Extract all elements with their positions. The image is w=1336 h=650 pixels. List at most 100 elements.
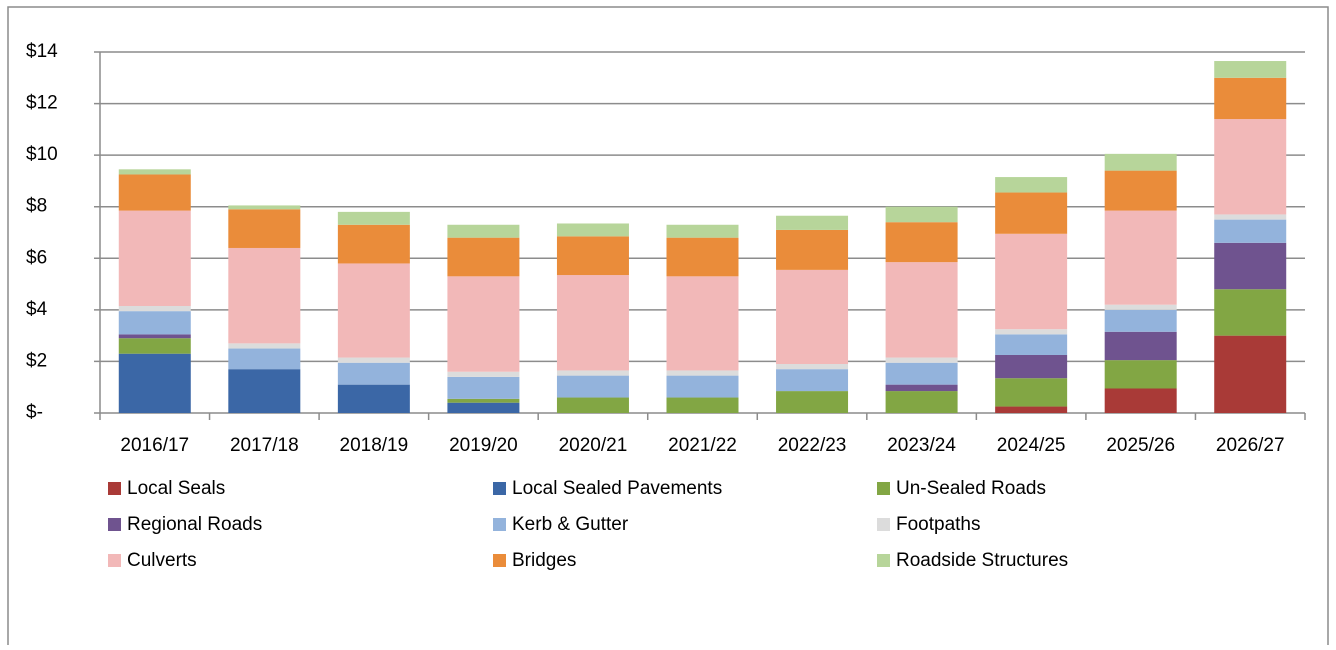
bar-segment xyxy=(776,369,849,392)
bar-segment xyxy=(776,229,849,270)
bar-segment xyxy=(885,391,958,413)
y-tick-label: $14 xyxy=(26,41,58,62)
bar-segment xyxy=(337,357,410,363)
bar-segment xyxy=(995,177,1068,193)
bar-segment xyxy=(1104,331,1177,361)
bar-segment xyxy=(1214,119,1287,215)
legend-swatch xyxy=(493,482,506,495)
legend-label: Culverts xyxy=(127,550,197,571)
bar-segment xyxy=(118,353,191,413)
bar-segment xyxy=(447,224,520,238)
bar-segment xyxy=(666,370,739,376)
bar-segment xyxy=(1104,170,1177,211)
x-tick-label: 2025/26 xyxy=(1106,435,1175,456)
bar-segment xyxy=(118,174,191,211)
legend-swatch xyxy=(877,482,890,495)
bar-segment xyxy=(995,354,1068,379)
bar-segment xyxy=(776,269,849,365)
bar-segment xyxy=(995,192,1068,234)
bar-segment xyxy=(228,247,301,344)
bar-segment xyxy=(228,343,301,349)
bar-segment xyxy=(1214,214,1287,220)
y-tick-label: $- xyxy=(26,402,43,423)
bar-segment xyxy=(995,329,1068,335)
x-tick-label: 2022/23 xyxy=(778,435,847,456)
bar-segment xyxy=(666,375,739,398)
y-tick-label: $8 xyxy=(26,196,47,217)
bar-segment xyxy=(118,210,191,306)
bar-segment xyxy=(1214,289,1287,336)
legend-label: Bridges xyxy=(512,550,576,571)
bar-segment xyxy=(118,334,191,339)
bar-segment xyxy=(995,334,1068,355)
x-tick-label: 2024/25 xyxy=(997,435,1066,456)
bar-segment xyxy=(1214,335,1287,413)
x-tick-label: 2016/17 xyxy=(120,435,189,456)
bar-segment xyxy=(995,406,1068,413)
bar-segment xyxy=(118,338,191,354)
legend-swatch xyxy=(108,482,121,495)
legend-label: Un-Sealed Roads xyxy=(896,478,1046,499)
x-tick-label: 2017/18 xyxy=(230,435,299,456)
legend-label: Local Sealed Pavements xyxy=(512,478,722,499)
legend-swatch xyxy=(877,518,890,531)
bar-segment xyxy=(337,211,410,225)
bar-segment xyxy=(1104,309,1177,332)
y-tick-label: $10 xyxy=(26,144,58,165)
legend-swatch xyxy=(493,554,506,567)
legend-label: Regional Roads xyxy=(127,514,262,535)
bar-segment xyxy=(447,376,520,399)
bar-segment xyxy=(1104,210,1177,305)
bar-segment xyxy=(885,362,958,385)
bar-segment xyxy=(118,305,191,312)
bar-segment xyxy=(776,364,849,370)
bar-segment xyxy=(995,378,1068,407)
bar-segment xyxy=(1214,77,1287,120)
bar-segment xyxy=(556,375,629,398)
bar-segment xyxy=(885,206,958,223)
bar-segment xyxy=(118,311,191,335)
x-tick-label: 2023/24 xyxy=(887,435,956,456)
bar-segment xyxy=(556,223,629,237)
bar-segment xyxy=(666,237,739,277)
bar-segment xyxy=(1104,388,1177,413)
legend-swatch xyxy=(493,518,506,531)
y-tick-label: $6 xyxy=(26,247,47,268)
x-tick-label: 2021/22 xyxy=(668,435,737,456)
bar-segment xyxy=(885,384,958,392)
legend-label: Roadside Structures xyxy=(896,550,1068,571)
y-tick-label: $4 xyxy=(26,299,48,320)
bar-segment xyxy=(1104,360,1177,389)
chart-frame xyxy=(7,6,1329,645)
bar-segment xyxy=(556,397,629,413)
bar-segment xyxy=(447,371,520,377)
legend-swatch xyxy=(108,518,121,531)
x-tick-label: 2026/27 xyxy=(1216,435,1285,456)
bar-segment xyxy=(228,209,301,248)
bar-segment xyxy=(556,236,629,276)
bar-segment xyxy=(228,369,301,413)
x-tick-label: 2019/20 xyxy=(449,435,518,456)
y-tick-label: $12 xyxy=(26,93,58,114)
bar-segment xyxy=(337,224,410,264)
bar-segment xyxy=(885,357,958,363)
legend-swatch xyxy=(108,554,121,567)
bar-segment xyxy=(556,370,629,376)
legend-swatch xyxy=(877,554,890,567)
x-tick-label: 2020/21 xyxy=(559,435,628,456)
bar-segment xyxy=(447,276,520,372)
bar-segment xyxy=(885,222,958,263)
bar-segment xyxy=(1214,61,1287,78)
bar-segment xyxy=(228,205,301,210)
bar-segment xyxy=(118,169,191,175)
legend-label: Footpaths xyxy=(896,514,981,535)
bar-segment xyxy=(337,362,410,385)
bar-segment xyxy=(556,275,629,371)
bar-segment xyxy=(995,233,1068,330)
bar-segment xyxy=(776,391,849,413)
bar-segment xyxy=(1104,304,1177,310)
bar-segment xyxy=(666,224,739,238)
bar-segment xyxy=(1214,219,1287,243)
bar-segment xyxy=(337,263,410,358)
